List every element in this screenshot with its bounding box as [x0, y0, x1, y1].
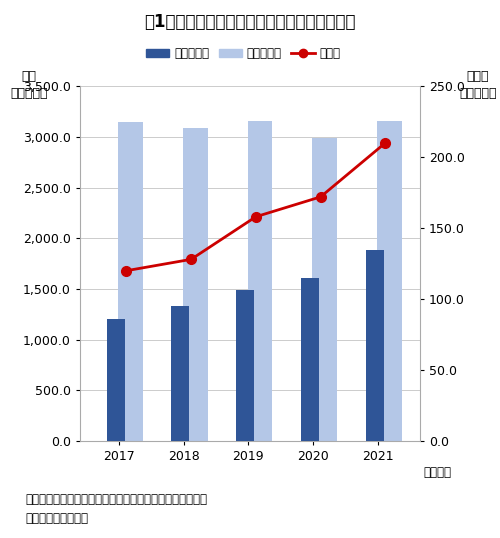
Text: 売上: 売上 — [22, 69, 36, 82]
Bar — [378, 121, 402, 441]
Bar — [301, 278, 319, 441]
Text: 出所：国内製薬企業のアンケート調査をもとに医薬産業政
　策研究所にて作成: 出所：国内製薬企業のアンケート調査をもとに医薬産業政 策研究所にて作成 — [25, 493, 207, 525]
Bar — [248, 121, 272, 441]
Bar — [366, 250, 384, 441]
Text: （年度）: （年度） — [423, 466, 451, 479]
Bar — [172, 306, 190, 441]
Bar — [183, 128, 208, 441]
Text: 図1　本邦製薬企業（単体）の売上高と法人税: 図1 本邦製薬企業（単体）の売上高と法人税 — [144, 13, 356, 31]
Text: 法人税: 法人税 — [466, 69, 489, 82]
Legend: 海外売上高, 国内売上高, 法人税: 海外売上高, 国内売上高, 法人税 — [141, 43, 346, 65]
Bar — [118, 122, 143, 441]
Text: （十億円）: （十億円） — [459, 87, 496, 100]
Bar — [312, 138, 337, 441]
Bar — [106, 320, 124, 441]
Text: （十億円）: （十億円） — [10, 87, 48, 100]
Bar — [236, 290, 254, 441]
